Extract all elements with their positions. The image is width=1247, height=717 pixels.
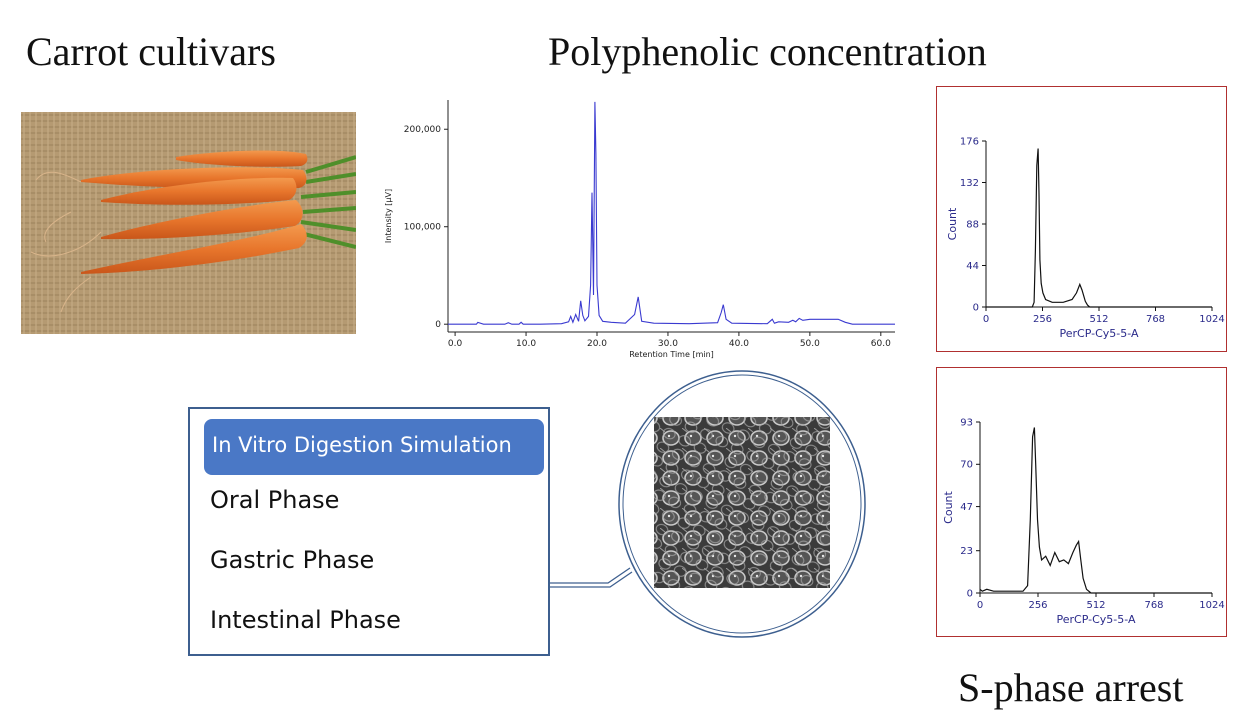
carrot-greens (295, 155, 356, 249)
x-tick-label: 256 (1033, 314, 1052, 325)
hplc-chromatogram: 0.0 10.0 20.0 30.0 40.0 50.0 60.0 0 100,000 200,0… (384, 100, 895, 359)
y-tick-label: 44 (966, 261, 979, 272)
y-tick-label: 70 (960, 460, 973, 471)
digestion-header-label: In Vitro Digestion Simulation (212, 433, 512, 457)
flow-cytometry-histogram-2: 0 256 512 768 1024 0 23 47 70 93 PerCP-Cy5-5-A Coun… (942, 417, 1225, 626)
polyphenolic-concentration-title: Polyphenolic concentration (548, 29, 987, 74)
s-phase-arrest-title: S-phase arrest (958, 665, 1184, 710)
oral-phase: Oral Phase (210, 486, 340, 514)
x-tick-label: 10.0 (516, 339, 536, 349)
x-axis-label: Retention Time [min] (629, 350, 714, 359)
flow-cytometry-panel-2: 0 256 512 768 1024 0 23 47 70 93 PerCP-Cy5-5-A Coun… (936, 367, 1227, 637)
x-tick-label: 20.0 (587, 339, 607, 349)
x-tick-label: 40.0 (729, 339, 749, 349)
y-tick-label: 0 (435, 320, 441, 330)
x-tick-label: 0 (977, 600, 983, 611)
flow-cytometry-panel-1: 0 256 512 768 1024 0 44 88 132 176 PerCP-Cy5-5-A Co… (936, 86, 1227, 352)
y-tick-label: 47 (960, 502, 973, 513)
y-tick-label: 88 (966, 219, 979, 230)
y-axis-label: Intensity [µV] (384, 189, 393, 243)
y-tick-label: 0 (967, 588, 973, 599)
y-tick-label: 132 (960, 178, 979, 189)
x-tick-label: 512 (1089, 314, 1108, 325)
series-line (448, 101, 895, 325)
x-tick-label: 50.0 (800, 339, 820, 349)
flow-cytometry-histogram-1: 0 256 512 768 1024 0 44 88 132 176 PerCP-Cy5-5-A Co… (946, 136, 1225, 340)
carrot-cultivars-title: Carrot cultivars (26, 29, 276, 74)
y-tick-label: 23 (960, 546, 973, 557)
digestion-simulation-box: In Vitro Digestion Simulation Oral Phase… (188, 407, 550, 656)
y-axis-label: Count (942, 490, 955, 523)
y-tick-label: 100,000 (404, 223, 441, 233)
series-line (986, 148, 1212, 308)
gastric-phase: Gastric Phase (210, 546, 375, 574)
y-tick-label: 0 (973, 302, 979, 313)
x-axis-label: PerCP-Cy5-5-A (1057, 613, 1136, 626)
x-tick-label: 1024 (1199, 314, 1224, 325)
x-tick-label: 512 (1086, 600, 1105, 611)
x-tick-label: 0.0 (448, 339, 463, 349)
x-tick-label: 256 (1028, 600, 1047, 611)
series-line (979, 427, 1212, 594)
y-axis-label: Count (946, 207, 959, 240)
x-tick-label: 60.0 (871, 339, 891, 349)
y-tick-label: 176 (960, 136, 979, 147)
x-tick-label: 768 (1146, 314, 1165, 325)
x-axis-label: PerCP-Cy5-5-A (1060, 327, 1139, 340)
intestinal-phase: Intestinal Phase (210, 606, 401, 634)
x-tick-label: 0 (983, 314, 989, 325)
carrot-photo (21, 112, 356, 334)
digestion-header: In Vitro Digestion Simulation (204, 419, 544, 475)
cell-microscopy-circle (618, 370, 866, 638)
y-tick-label: 93 (960, 417, 973, 428)
box-to-circle-connector (548, 567, 633, 588)
x-tick-label: 768 (1144, 600, 1163, 611)
x-tick-label: 1024 (1199, 600, 1224, 611)
x-tick-label: 30.0 (658, 339, 678, 349)
y-tick-label: 200,000 (404, 125, 441, 135)
